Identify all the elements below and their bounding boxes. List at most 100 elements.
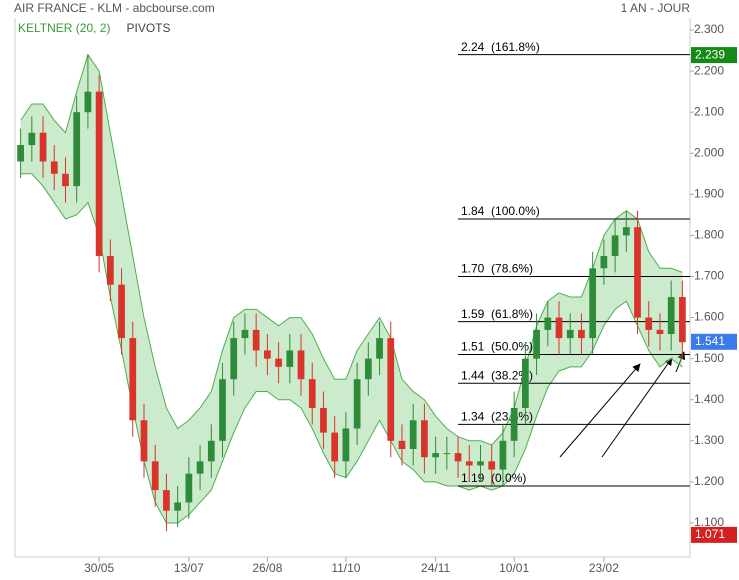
y-tick-label: 1.100 — [694, 515, 724, 529]
keltner-fill — [20, 54, 683, 523]
candle-body — [95, 91, 103, 256]
fib-label: 1.44 (38.2%) — [461, 368, 533, 382]
y-tick-label: 1.600 — [694, 310, 724, 324]
candle-body — [62, 173, 69, 187]
candle-body — [106, 255, 114, 285]
fib-label: 1.84 (100.0%) — [461, 204, 540, 218]
y-tick-label: 1.800 — [694, 228, 724, 242]
candle-body — [140, 420, 148, 462]
candle-body — [488, 461, 496, 470]
candle-body — [196, 461, 204, 474]
candle-body — [219, 379, 226, 441]
candle-body — [589, 268, 597, 339]
arrow — [601, 357, 673, 458]
candle-body — [409, 420, 417, 450]
candle-body — [17, 145, 24, 162]
fib-label: 1.70 (78.6%) — [461, 262, 533, 276]
fib-label: 2.24 (161.8%) — [461, 40, 540, 54]
x-tick-label: 24/11 — [421, 561, 450, 575]
fib-label: 1.19 (0.0%) — [461, 471, 526, 485]
candle-body — [656, 329, 664, 335]
candle-body — [376, 338, 383, 359]
candle-body — [331, 432, 339, 462]
y-tick-label: 2.100 — [694, 104, 724, 118]
y-tick-label: 2.300 — [694, 22, 724, 36]
candle-body — [342, 428, 350, 462]
candle-body — [645, 317, 653, 330]
candle-body — [163, 490, 170, 511]
candle-body — [174, 502, 182, 511]
x-tick-label: 13/07 — [174, 561, 204, 575]
price-marker-label: 2.239 — [695, 47, 725, 61]
candle-body — [264, 350, 271, 359]
candle-body — [622, 227, 630, 236]
candle-body — [320, 407, 327, 433]
candle-body — [521, 358, 529, 408]
price-marker — [691, 526, 737, 543]
price-marker — [691, 47, 737, 64]
price-marker-label: 1.541 — [695, 334, 725, 348]
candle-body — [73, 112, 81, 187]
candle-body — [297, 350, 305, 380]
candle-body — [510, 407, 518, 441]
price-marker-label: 1.071 — [695, 527, 725, 541]
y-tick-label: 2.200 — [694, 63, 724, 77]
candle-body — [230, 338, 238, 380]
x-tick-label: 10/01 — [499, 561, 529, 575]
candle-body — [398, 440, 406, 450]
indicator-label: PIVOTS — [126, 21, 170, 35]
candle-body — [252, 329, 260, 351]
candle-body — [50, 161, 58, 174]
price-marker — [691, 333, 737, 350]
y-tick-label: 1.200 — [694, 474, 724, 488]
y-tick-label: 2.000 — [694, 145, 724, 159]
candle-body — [679, 297, 686, 343]
x-tick-label: 11/10 — [331, 561, 360, 575]
candle-body — [353, 379, 361, 429]
candle-body — [421, 420, 428, 458]
candle-body — [241, 329, 249, 339]
candle-body — [454, 453, 462, 462]
candle-body — [443, 453, 451, 455]
candle-body — [578, 329, 585, 339]
candle-body — [39, 132, 47, 162]
candle-body — [151, 461, 159, 491]
candle-body — [533, 329, 540, 359]
candle-body — [28, 132, 36, 146]
x-tick-label: 30/05 — [84, 561, 114, 575]
fib-label: 1.59 (61.8%) — [461, 307, 533, 321]
candle-body — [84, 91, 92, 113]
candle-body — [634, 227, 641, 318]
candle-body — [600, 255, 608, 269]
candle-body — [118, 284, 125, 339]
fib-label: 1.51 (50.0%) — [461, 340, 533, 354]
x-tick-label: 26/08 — [252, 561, 282, 575]
y-tick-label: 1.300 — [694, 433, 724, 447]
keltner-upper — [20, 53, 683, 446]
candle-body — [566, 329, 574, 339]
candle-body — [667, 297, 675, 335]
candle-body — [364, 358, 372, 380]
y-tick-label: 1.900 — [694, 187, 724, 201]
y-tick-label: 1.400 — [694, 392, 724, 406]
candle-body — [207, 440, 215, 462]
period: 1 AN - JOUR — [621, 1, 691, 15]
candle-body — [185, 473, 193, 503]
candle-body — [129, 338, 137, 421]
candle-body — [387, 338, 395, 441]
candle-body — [432, 453, 439, 458]
x-tick-label: 23/02 — [589, 561, 619, 575]
candle-body — [499, 440, 507, 470]
candle-body — [544, 317, 552, 330]
chart-title: AIR FRANCE - KLM - abcbourse.com — [14, 1, 215, 15]
indicator-label: KELTNER (20, 2) — [18, 21, 110, 35]
arrow — [559, 363, 641, 458]
candle-body — [275, 358, 282, 367]
fib-label: 1.34 (23.6%) — [461, 410, 533, 424]
candle-body — [465, 461, 473, 466]
candle-body — [555, 317, 563, 339]
candle-body — [611, 235, 619, 256]
candle-body — [308, 379, 316, 408]
